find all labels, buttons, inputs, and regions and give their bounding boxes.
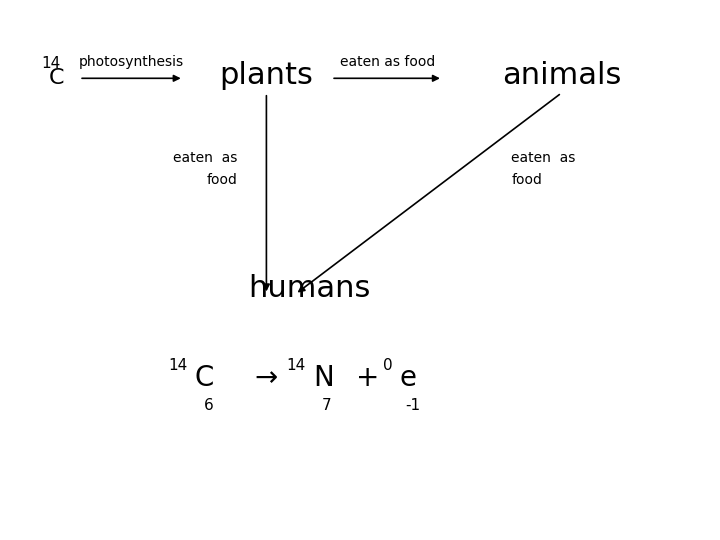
Text: humans: humans — [248, 274, 371, 303]
Text: 14: 14 — [42, 56, 61, 71]
Text: 14: 14 — [168, 358, 187, 373]
Text: plants: plants — [220, 60, 313, 90]
Text: 0: 0 — [383, 358, 392, 373]
Text: eaten as food: eaten as food — [340, 55, 435, 69]
Text: C: C — [49, 68, 65, 87]
Text: animals: animals — [502, 60, 621, 90]
Text: N: N — [313, 364, 334, 392]
Text: 7: 7 — [321, 399, 331, 414]
Text: e: e — [400, 364, 417, 392]
Text: +: + — [356, 364, 379, 392]
Text: 14: 14 — [287, 358, 306, 373]
Text: photosynthesis: photosynthesis — [79, 55, 184, 69]
Text: eaten  as: eaten as — [174, 151, 238, 165]
Text: →: → — [255, 364, 278, 392]
Text: food: food — [207, 173, 238, 187]
Text: 6: 6 — [204, 399, 214, 414]
Text: -1: -1 — [405, 399, 420, 414]
Text: food: food — [511, 173, 542, 187]
Text: eaten  as: eaten as — [511, 151, 575, 165]
Text: C: C — [194, 364, 214, 392]
